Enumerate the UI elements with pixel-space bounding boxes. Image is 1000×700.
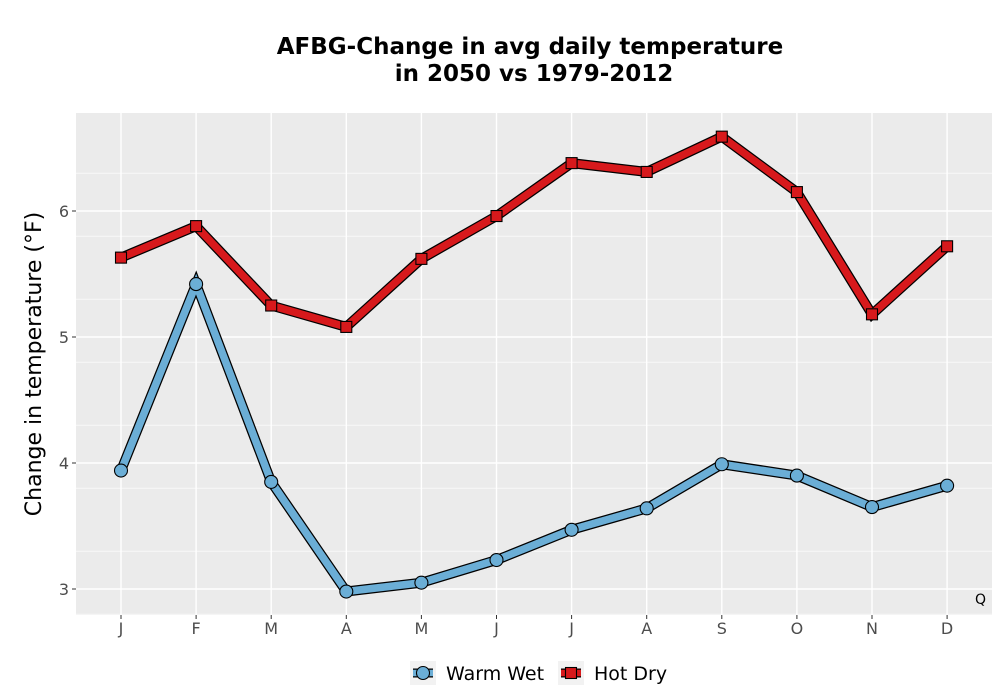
x-tick-label: S — [717, 619, 727, 638]
data-point-circle — [864, 500, 880, 515]
x-tick-label: A — [641, 619, 652, 638]
x-tick-label: D — [941, 619, 953, 638]
y-axis-label: Change in temperature (°F) — [22, 212, 47, 516]
corner-label: Q — [975, 592, 986, 608]
data-point-square — [865, 308, 879, 321]
y-tick-label: 5 — [59, 328, 69, 347]
data-point-circle — [639, 501, 654, 516]
series-hot-dry — [114, 130, 954, 333]
x-tick-label: J — [568, 619, 574, 638]
data-point-circle — [940, 478, 955, 493]
data-point-square — [790, 186, 803, 199]
data-point-circle — [339, 584, 354, 599]
data-point-circle — [564, 522, 579, 537]
data-point-square — [114, 251, 128, 264]
x-tick-label: J — [118, 619, 124, 638]
data-point-square — [265, 299, 278, 312]
series-layer — [113, 130, 955, 599]
data-point-square — [941, 240, 954, 253]
x-tick-label: N — [866, 619, 878, 638]
chart-title-line2: in 2050 vs 1979-2012 — [395, 61, 674, 87]
x-tick-label: A — [341, 619, 352, 638]
legend-marker-square — [564, 666, 578, 680]
series-line — [119, 132, 950, 332]
data-point-circle — [189, 277, 204, 292]
data-point-square — [640, 165, 653, 178]
legend-item-hot-dry: Hot Dry — [558, 661, 667, 685]
data-point-square — [415, 252, 428, 265]
data-point-circle — [113, 463, 129, 478]
data-point-square — [715, 130, 728, 143]
x-tick-label: M — [414, 619, 428, 638]
x-tick-label: J — [493, 619, 499, 638]
x-tick-label: O — [791, 619, 804, 638]
x-tick-label: M — [264, 619, 278, 638]
axes: 3 4 5 6 J F M A M J J A S O N D — [59, 202, 953, 638]
data-point-circle — [789, 468, 804, 483]
data-point-circle — [489, 552, 504, 568]
series-line — [117, 273, 949, 596]
legend-label: Hot Dry — [594, 663, 667, 685]
data-point-circle — [264, 474, 279, 489]
y-tick-label: 4 — [59, 454, 69, 473]
legend: Warm Wet Hot Dry — [410, 661, 667, 685]
legend-marker-circle — [415, 665, 431, 681]
chart-title-line1: AFBG-Change in avg daily temperature — [277, 34, 783, 60]
data-point-square — [565, 157, 578, 170]
data-point-circle — [414, 575, 429, 590]
data-point-square — [340, 320, 353, 333]
data-point-square — [190, 220, 203, 233]
data-point-square — [490, 209, 503, 223]
x-tick-label: F — [191, 619, 200, 638]
y-tick-label: 6 — [59, 202, 69, 221]
data-point-circle — [714, 457, 729, 472]
series-warm-wet — [113, 270, 955, 599]
y-tick-label: 3 — [59, 580, 69, 599]
legend-label: Warm Wet — [446, 663, 544, 685]
legend-item-warm-wet: Warm Wet — [410, 661, 544, 685]
